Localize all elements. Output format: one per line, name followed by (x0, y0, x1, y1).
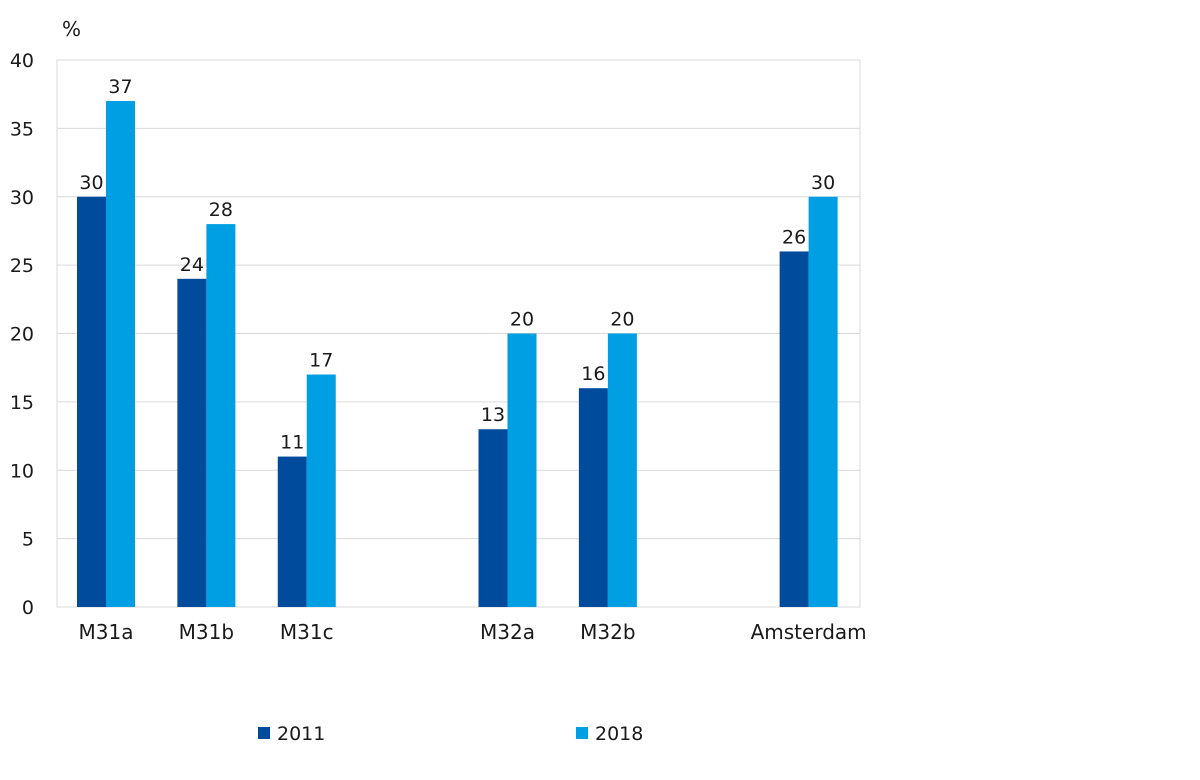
y-axis-tick-labels: 0 5 10 15 20 25 30 35 40 (10, 50, 34, 619)
bar-value-label: 28 (209, 199, 233, 221)
y-tick-label: 0 (22, 597, 34, 619)
y-axis-unit-label: % (62, 17, 81, 41)
bar-value-label: 24 (180, 254, 204, 276)
bar-2018-M32a (507, 333, 537, 607)
x-category-label: M31b (179, 620, 234, 644)
y-tick-label: 25 (10, 255, 34, 277)
bar-value-label: 20 (510, 309, 534, 331)
bar-2018-Amsterdam (808, 196, 838, 607)
legend-label: 2011 (277, 723, 325, 745)
legend-label: 2018 (595, 723, 643, 745)
bar-value-label: 16 (581, 363, 605, 385)
x-category-label: Amsterdam (751, 620, 867, 644)
y-tick-label: 20 (10, 324, 34, 346)
bar-value-label: 11 (280, 432, 304, 454)
x-category-label: M32b (580, 620, 635, 644)
bar-value-label: 26 (782, 226, 806, 248)
bar-2018-M31a (106, 101, 135, 608)
x-axis-category-labels: M31a M31b M31c M32a M32b Amsterdam (79, 620, 867, 644)
plot-area-frame (56, 59, 861, 608)
x-category-label: M31c (280, 620, 334, 644)
legend-swatch-2018 (576, 727, 588, 739)
bar-value-label: 17 (309, 350, 333, 372)
bar-2018-M32b (607, 333, 637, 607)
bar-2011-M32b (578, 388, 608, 607)
bars (77, 101, 838, 608)
bar-value-label: 37 (108, 76, 132, 98)
x-category-label: M31a (79, 620, 134, 644)
data-labels: 30 37 24 28 11 17 13 20 16 20 26 30 (79, 76, 835, 454)
bar-2011-Amsterdam (779, 251, 809, 607)
y-tick-label: 30 (10, 187, 34, 209)
y-tick-label: 35 (10, 118, 34, 140)
bar-2018-M31c (306, 374, 336, 607)
x-category-label: M32a (480, 620, 535, 644)
bar-2018-M31b (206, 224, 236, 607)
bar-value-label: 30 (811, 172, 835, 194)
y-tick-label: 5 (22, 529, 34, 551)
bar-2011-M31a (77, 196, 106, 607)
y-tick-label: 10 (10, 460, 34, 482)
bar-value-label: 20 (610, 309, 634, 331)
bar-2011-M32a (478, 429, 508, 607)
legend: 2011 2018 (258, 723, 643, 745)
legend-swatch-2011 (258, 727, 270, 739)
bar-2011-M31c (277, 456, 307, 607)
y-tick-label: 40 (10, 50, 34, 72)
bar-value-label: 13 (481, 404, 505, 426)
bar-value-label: 30 (79, 172, 103, 194)
y-tick-label: 15 (10, 392, 34, 414)
bar-2011-M31b (177, 278, 207, 607)
